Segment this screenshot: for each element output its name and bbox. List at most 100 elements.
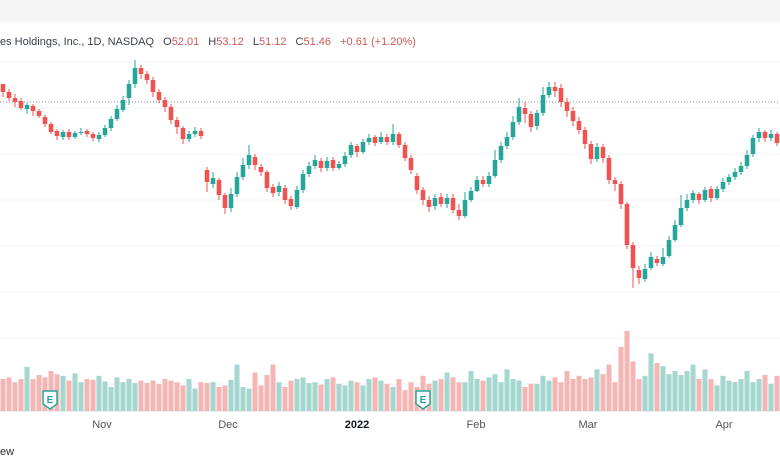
volume-bar — [744, 371, 750, 411]
volume-bar — [312, 382, 318, 411]
volume-bar — [258, 385, 264, 411]
volume-bar — [60, 375, 66, 411]
volume-bar — [666, 374, 672, 411]
volume-bar — [564, 371, 570, 411]
volume-bar — [294, 379, 300, 411]
candle-body — [732, 172, 738, 177]
volume-bar — [660, 366, 666, 411]
volume-bar — [438, 379, 444, 411]
candle-body — [420, 190, 426, 200]
volume-bar — [582, 379, 588, 411]
candle-body — [708, 189, 714, 198]
candle-body — [384, 137, 390, 142]
candle-body — [312, 160, 318, 166]
volume-bar — [216, 387, 222, 411]
volume-bar — [456, 382, 462, 411]
candle-body — [768, 134, 774, 138]
candle-body — [576, 121, 582, 130]
volume-bar — [384, 383, 390, 411]
time-axis-label: Dec — [218, 419, 238, 431]
ohlc-legend: es Holdings, Inc., 1D, NASDAQ O52.01 H53… — [0, 36, 422, 50]
volume-bar — [84, 379, 90, 411]
candle-body — [234, 177, 240, 194]
candle-body — [462, 200, 468, 216]
volume-bar — [408, 382, 414, 411]
candle-body — [444, 198, 450, 204]
volume-bar — [210, 382, 216, 411]
candle-body — [648, 257, 654, 268]
volume-bar — [24, 367, 30, 411]
volume-bar — [480, 380, 486, 411]
time-axis-label: Nov — [92, 419, 112, 431]
candle-body — [210, 178, 216, 184]
candle-body — [402, 145, 408, 158]
volume-bar — [0, 379, 6, 411]
time-axis-label: 2022 — [345, 419, 369, 431]
volume-bar — [228, 379, 234, 411]
candle-body — [306, 166, 312, 174]
volume-bar — [354, 382, 360, 411]
candle-body — [654, 259, 660, 263]
footer-text: ew — [0, 446, 15, 458]
candle-body — [168, 107, 174, 120]
candle-body — [486, 176, 492, 184]
candle-body — [522, 108, 528, 114]
volume-bar — [18, 379, 24, 411]
volume-bar — [366, 379, 372, 411]
candle-body — [456, 210, 462, 216]
volume-bar — [300, 377, 306, 411]
candle-body — [288, 199, 294, 206]
candle-body — [762, 132, 768, 138]
candle-body — [336, 164, 342, 168]
candle-body — [726, 177, 732, 182]
candle-body — [360, 142, 366, 152]
candle-body — [324, 161, 330, 168]
volume-bar — [738, 379, 744, 411]
candle-body — [6, 92, 12, 98]
volume-bar — [726, 380, 732, 411]
candle-body — [180, 128, 186, 139]
candle-body — [750, 138, 756, 154]
volume-bar — [648, 353, 654, 411]
open-label: O — [163, 36, 172, 48]
candle-body — [120, 100, 126, 110]
volume-bar — [174, 382, 180, 411]
volume-bar — [600, 374, 606, 411]
candle-body — [630, 245, 636, 268]
top-toolbar — [0, 0, 780, 22]
volume-bar — [576, 375, 582, 411]
candle-body — [378, 137, 384, 142]
candle-body — [666, 240, 672, 256]
volume-bar — [768, 383, 774, 411]
candle-body — [330, 160, 336, 168]
volume-bar — [252, 372, 258, 411]
candle-body — [264, 172, 270, 188]
candle-body — [594, 147, 600, 159]
candle-body — [696, 194, 702, 200]
volume-bar — [444, 372, 450, 411]
candle-body — [282, 188, 288, 200]
candle-body — [204, 170, 210, 182]
candle-body — [714, 189, 720, 198]
volume-bar — [198, 382, 204, 411]
candle-body — [42, 117, 48, 124]
volume-bar — [390, 387, 396, 411]
volume-bar — [330, 377, 336, 411]
volume-bar — [486, 377, 492, 411]
candle-body — [684, 200, 690, 208]
candle-body — [348, 145, 354, 155]
volume-bar — [96, 375, 102, 411]
candle-body — [150, 80, 156, 92]
candle-body — [564, 102, 570, 111]
candle-body — [426, 200, 432, 207]
volume-bar — [450, 377, 456, 411]
candle-body — [102, 128, 108, 135]
volume-bar — [630, 361, 636, 411]
candle-body — [276, 186, 282, 192]
volume-bar — [138, 380, 144, 411]
volume-bar — [714, 385, 720, 411]
volume-bar — [66, 380, 72, 411]
high-value: 53.12 — [216, 36, 244, 48]
candle-body — [66, 132, 72, 137]
